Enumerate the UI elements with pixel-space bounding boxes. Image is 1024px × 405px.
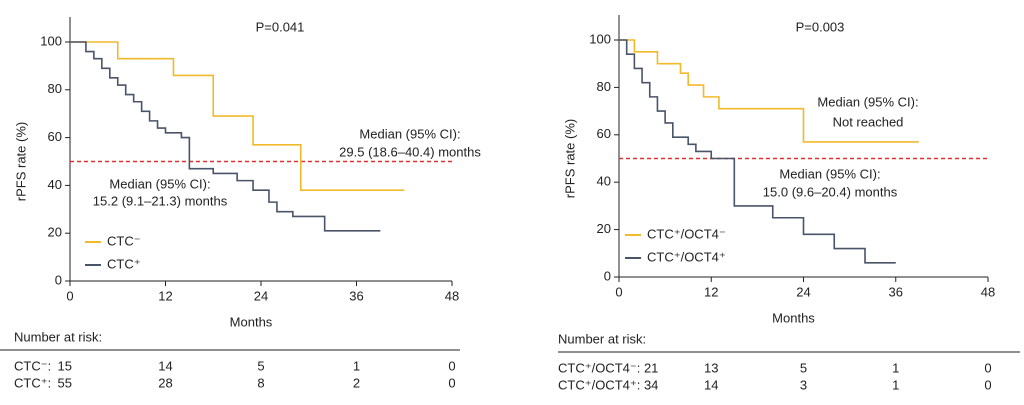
risk-count: 3: [800, 377, 807, 392]
risk-row-label: CTC⁻:: [14, 358, 51, 373]
risk-count: 1: [353, 358, 360, 373]
x-axis-label: Months: [772, 310, 815, 325]
survival-curve: [619, 39, 919, 143]
risk-table-title: Number at risk:: [558, 331, 646, 346]
x-tick-label: 36: [349, 288, 363, 303]
risk-count: 14: [704, 377, 718, 392]
legend-label: CTC⁺/OCT4⁺: [647, 249, 726, 264]
annotation: 29.5 (18.6–40.4) months: [339, 144, 481, 159]
risk-count: 5: [257, 358, 264, 373]
annotation: Median (95% CI):: [817, 94, 918, 109]
y-tick-label: 100: [589, 31, 611, 46]
risk-count: 0: [448, 358, 455, 373]
x-tick-label: 0: [66, 288, 73, 303]
risk-count: 55: [58, 375, 72, 390]
risk-count: 14: [158, 358, 172, 373]
risk-count: 1: [892, 377, 899, 392]
risk-count: 13: [704, 360, 718, 375]
y-tick-label: 0: [604, 268, 611, 283]
annotation: 15.0 (9.6–20.4) months: [763, 184, 898, 199]
x-tick-label: 12: [704, 284, 718, 299]
risk-row-label: CTC⁺/OCT4⁺: 34: [558, 377, 658, 392]
legend-label: CTC⁻: [107, 233, 141, 248]
x-tick-label: 12: [158, 288, 172, 303]
risk-count: 0: [448, 375, 455, 390]
survival-curve: [70, 41, 405, 191]
x-tick-label: 36: [889, 284, 903, 299]
y-tick-label: 60: [597, 126, 611, 141]
annotation: P=0.041: [256, 19, 305, 34]
x-tick-label: 24: [796, 284, 810, 299]
risk-count: 0: [984, 377, 991, 392]
risk-row-label: CTC⁺/OCT4⁻: 21: [558, 360, 658, 375]
y-axis-label: rPFS rate (%): [562, 119, 577, 198]
y-tick-label: 40: [48, 177, 62, 192]
risk-count: 8: [257, 375, 264, 390]
survival-curve: [619, 39, 896, 264]
x-tick-label: 48: [445, 288, 459, 303]
x-tick-label: 0: [615, 284, 622, 299]
y-axis-label: rPFS rate (%): [13, 122, 28, 201]
y-tick-label: 60: [48, 129, 62, 144]
y-tick-label: 80: [48, 81, 62, 96]
x-tick-label: 24: [254, 288, 268, 303]
annotation: P=0.003: [796, 19, 845, 34]
annotation: Median (95% CI):: [779, 166, 880, 181]
annotation: 15.2 (9.1–21.3) months: [93, 193, 228, 208]
legend-label: CTC⁺: [107, 256, 141, 271]
risk-row-label: CTC⁺:: [14, 375, 51, 390]
y-tick-label: 20: [597, 221, 611, 236]
x-tick-label: 48: [981, 284, 995, 299]
risk-count: 28: [158, 375, 172, 390]
risk-table-title: Number at risk:: [14, 329, 102, 344]
y-tick-label: 20: [48, 225, 62, 240]
y-tick-label: 80: [597, 79, 611, 94]
risk-count: 2: [353, 375, 360, 390]
y-tick-label: 0: [55, 272, 62, 287]
x-axis-label: Months: [230, 314, 273, 329]
annotation: Not reached: [833, 114, 904, 129]
y-tick-label: 100: [40, 33, 62, 48]
risk-count: 5: [800, 360, 807, 375]
survival-curve: [70, 41, 381, 232]
risk-count: 0: [984, 360, 991, 375]
annotation: Median (95% CI):: [109, 176, 210, 191]
risk-count: 1: [892, 360, 899, 375]
annotation: Median (95% CI):: [359, 126, 460, 141]
y-tick-label: 40: [597, 174, 611, 189]
risk-count: 15: [58, 358, 72, 373]
legend-label: CTC⁺/OCT4⁻: [647, 226, 726, 241]
